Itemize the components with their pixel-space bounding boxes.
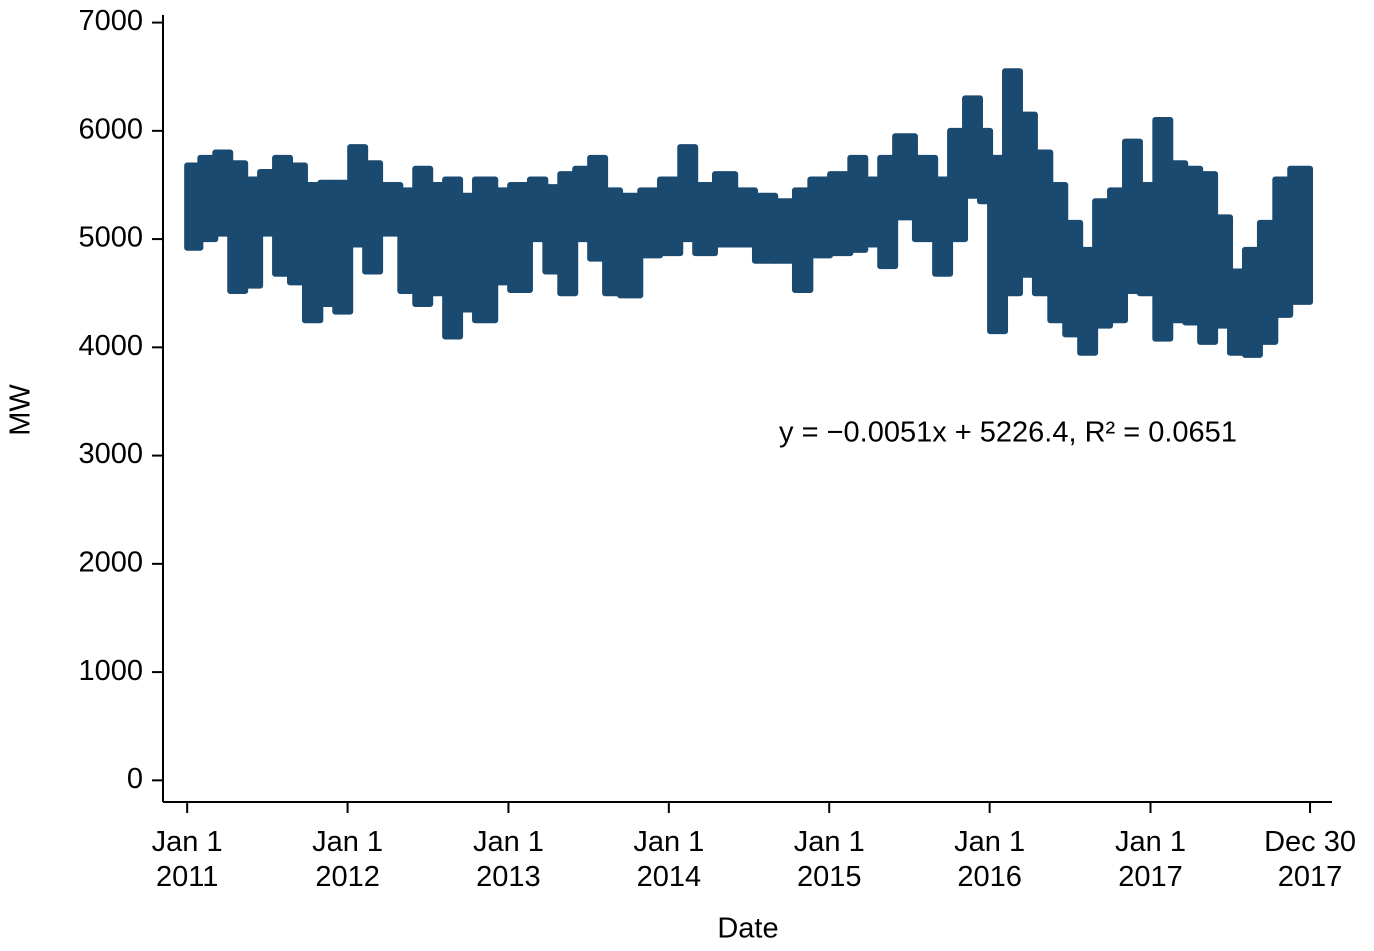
range-bar (751, 192, 779, 264)
x-tick-label: Jan 1 2015 (793, 826, 865, 893)
y-axis-label: MW (5, 384, 37, 436)
y-tick-label: 2000 (78, 546, 143, 578)
x-tick-label: Jan 1 2011 (151, 826, 223, 893)
range-bar (377, 181, 404, 237)
range-bar (472, 176, 499, 324)
range-bar (657, 176, 684, 257)
x-tick-label: Jan 1 2012 (312, 826, 384, 893)
range-bar (711, 171, 739, 248)
range-bar (1287, 165, 1314, 305)
x-tick-label: Jan 1 2017 (1115, 826, 1186, 893)
y-tick-label: 1000 (78, 655, 143, 687)
range-bar (911, 154, 939, 243)
annotation: y = −0.0051x + 5226.4, R² = 0.0651 (779, 417, 1237, 449)
range-bar (827, 171, 854, 257)
y-tick-label: 0 (127, 763, 143, 795)
x-axis-label: Date (717, 913, 778, 945)
y-tick-label: 7000 (78, 5, 143, 37)
x-tick-label: Jan 1 2014 (633, 826, 705, 893)
y-tick-label: 3000 (78, 438, 143, 470)
y-tick-label: 5000 (78, 222, 143, 254)
x-tick-label: Dec 30 2017 (1264, 826, 1356, 893)
y-tick-label: 6000 (78, 113, 143, 145)
x-tick-label: Jan 1 2016 (954, 826, 1026, 893)
range-bar (617, 192, 644, 299)
y-tick-label: 4000 (78, 330, 143, 362)
x-tick-label: Jan 1 2013 (472, 826, 544, 893)
